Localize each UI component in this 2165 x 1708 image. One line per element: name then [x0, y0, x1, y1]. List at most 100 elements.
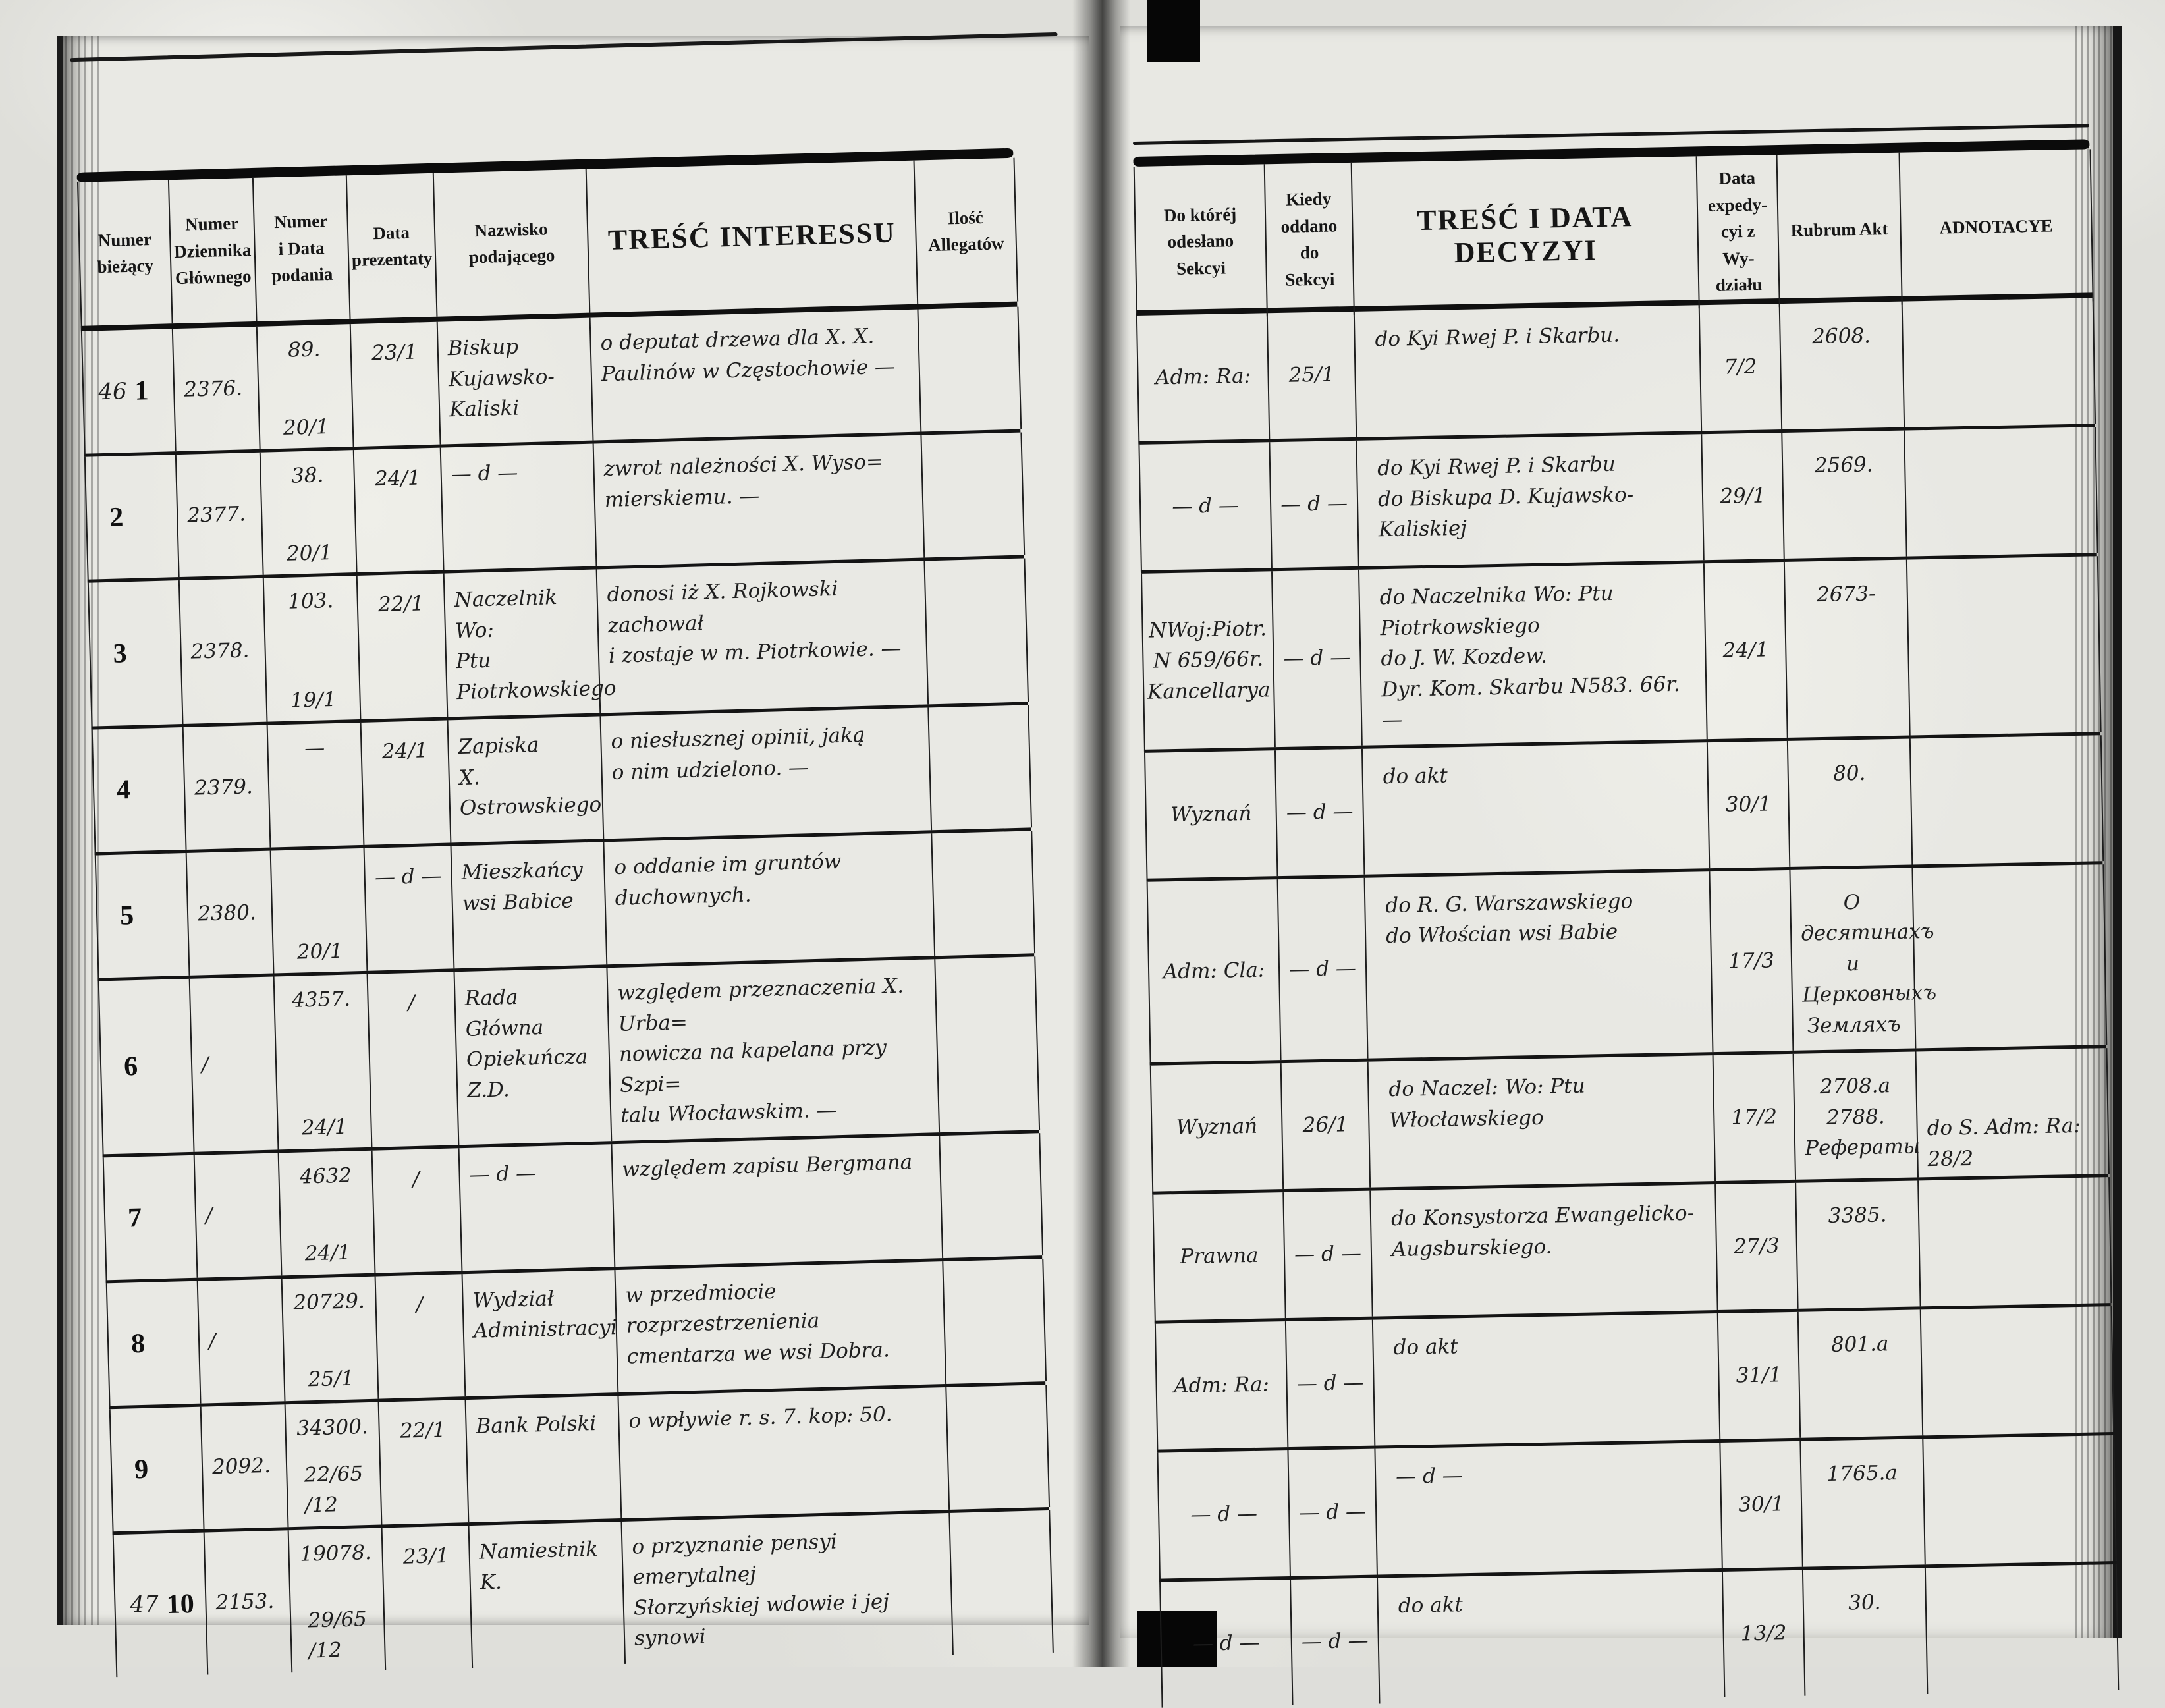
- cell-numer-i-data-podania: 4632 24/1: [279, 1150, 376, 1275]
- cell-adnotacye: [1925, 1564, 2120, 1694]
- header-tresc-interessu: TREŚĆ INTERESSU: [586, 160, 919, 313]
- cell-numer-i-data-podania: 20729. 25/1: [282, 1276, 379, 1401]
- cell-ilosc-allegatow: [943, 1258, 1047, 1384]
- cell-odeslano-sekcyi: — d —: [1161, 1579, 1294, 1708]
- cell-ilosc-allegatow: [921, 432, 1026, 558]
- cell-data-prezentaty: 24/1: [354, 447, 445, 572]
- podanie-date: 19/1: [290, 687, 337, 713]
- right-table-rows: Adm: Ra: 25/1 do Kyi Rwej P. i Skarbu. 7…: [1136, 298, 2120, 1708]
- cell-tresc-i-data-decyzyi: — d —: [1375, 1442, 1723, 1575]
- cell-adnotacye: [1913, 864, 2108, 1049]
- cell-kiedy-oddano: — d —: [1270, 440, 1359, 568]
- cell-ilosc-allegatow: [918, 306, 1022, 432]
- register-row-right: — d — — d — do akt 13/2 30.: [1159, 1564, 2120, 1708]
- podanie-number: 4357.: [291, 987, 351, 1012]
- podanie-number: 38.: [290, 463, 324, 488]
- cell-data-expedycyi: 30/1: [1707, 740, 1791, 868]
- cell-numer-i-data-podania: 19078. 29/65 /12: [288, 1527, 387, 1672]
- cell-rubrum-akt: 80.: [1788, 738, 1913, 867]
- cell-numer-i-data-podania: —: [267, 722, 365, 848]
- cell-data-expedycyi: 30/1: [1720, 1441, 1803, 1568]
- podanie-number: 19078.: [299, 1540, 372, 1566]
- cell-adnotacye: [1923, 1435, 2117, 1565]
- cell-data-prezentaty: 22/1: [379, 1399, 470, 1525]
- cell-numer-biezacy: 4: [92, 727, 187, 852]
- header-rubrum-akt: Rubrum Akt: [1777, 152, 1903, 307]
- cell-numer-dziennika: 2377.: [176, 452, 264, 578]
- row-number: 1: [134, 375, 150, 406]
- cell-tresc-interessu: zwrot należności X. Wyso= mierskiemu. —: [593, 435, 925, 566]
- cell-kiedy-oddano: — d —: [1291, 1578, 1381, 1705]
- cell-numer-i-data-podania: 20/1: [271, 848, 368, 974]
- cell-numer-dziennika: 2153.: [204, 1529, 293, 1674]
- cell-nazwisko-podajacego: Mieszkańcy wsi Babice: [451, 842, 608, 969]
- podanie-date: 22/65 /12: [304, 1461, 364, 1518]
- cell-tresc-i-data-decyzyi: do R. G. Warszawskiego do Włościan wsi B…: [1365, 871, 1714, 1059]
- cell-numer-i-data-podania: 103. 19/1: [263, 575, 362, 722]
- cell-data-prezentaty: — d —: [364, 846, 455, 971]
- cell-rubrum-akt: 2569.: [1782, 430, 1907, 559]
- header-data-prezentaty: Data prezentaty: [346, 173, 438, 319]
- cell-data-prezentaty: 23/1: [382, 1525, 474, 1670]
- cell-data-expedycyi: 7/2: [1699, 304, 1783, 431]
- row-number: 10: [166, 1588, 195, 1620]
- page-stack-edge-right: [2075, 26, 2112, 1638]
- cell-ilosc-allegatow: [925, 558, 1029, 705]
- cell-rubrum-akt: 2608.: [1780, 301, 1905, 430]
- row-number: 7: [127, 1202, 142, 1233]
- cell-kiedy-oddano: — d —: [1272, 569, 1363, 747]
- cell-numer-i-data-podania: 34300. 22/65 /12: [285, 1402, 383, 1527]
- header-do-ktorej-odeslano-sekcyi: Do któréj odesłano Sekcyi: [1134, 164, 1268, 319]
- cell-tresc-interessu: o deputat drzewa dla X. X. Paulinów w Cz…: [590, 309, 922, 441]
- register-row-right: NWoj:Piotr. N 659/66r. Kancellarya — d —…: [1141, 556, 2102, 753]
- cell-numer-dziennika: /: [190, 976, 279, 1152]
- cell-odeslano-sekcyi: Adm: Ra:: [1155, 1321, 1289, 1450]
- cell-numer-dziennika: 2380.: [186, 850, 275, 976]
- cell-adnotacye: [1902, 298, 2096, 427]
- cell-rubrum-akt: 2673-: [1784, 559, 1911, 738]
- cell-numer-biezacy: 6: [99, 978, 195, 1154]
- cell-tresc-interessu: o wpływie r. s. 7. kop: 50.: [618, 1387, 950, 1518]
- header-nazwisko-podajacego: Nazwisko podającego: [433, 169, 591, 317]
- cell-numer-biezacy: 3: [88, 580, 184, 727]
- left-table-header-row: Numer bieżący Numer Dziennika Głównego N…: [76, 157, 1019, 331]
- podanie-date: 29/65 /12: [308, 1607, 368, 1663]
- header-numer-dziennika: Numer Dziennika Głównego: [169, 177, 258, 324]
- row-number: 2: [109, 502, 124, 533]
- spine-gap-bottom: [1137, 1611, 1217, 1667]
- cell-tresc-i-data-decyzyi: do akt: [1362, 742, 1711, 875]
- podanie-date: 20/1: [283, 414, 330, 440]
- cell-data-prezentaty: 22/1: [357, 573, 449, 719]
- register-row-right: Wyznań 26/1 do Naczel: Wo: Ptu Włocławsk…: [1149, 1048, 2110, 1195]
- cell-numer-biezacy: 7: [103, 1155, 198, 1280]
- cell-odeslano-sekcyi: — d —: [1139, 442, 1273, 570]
- header-tresc-i-data-decyzyi: TREŚĆ I DATA DECYZYI: [1352, 156, 1700, 315]
- podanie-date: 20/1: [296, 939, 343, 964]
- cell-ilosc-allegatow: [946, 1384, 1051, 1510]
- cell-nazwisko-podajacego: Zapiska X. Ostrowskiego: [448, 716, 605, 843]
- register-row-right: Adm: Cla: — d — do R. G. Warszawskiego d…: [1146, 864, 2108, 1066]
- podanie-number: 89.: [287, 337, 321, 362]
- register-row-left: 9 2092. 34300. 22/65 /12 22/1 Bank Polsk…: [109, 1384, 1051, 1535]
- cell-data-expedycyi: 17/2: [1713, 1053, 1797, 1182]
- cell-numer-i-data-podania: 89. 20/1: [257, 324, 354, 449]
- left-table-rows: 46 1 2376. 89. 20/1 23/1 Biskup Kujawsko…: [80, 306, 1054, 1677]
- cell-nazwisko-podajacego: — d —: [459, 1143, 616, 1271]
- cell-adnotacye: do S. Adm: Ra: 28/2: [1916, 1048, 2110, 1178]
- podanie-date: 25/1: [308, 1366, 354, 1392]
- cell-tresc-i-data-decyzyi: do Konsystorza Ewangelicko- Augsburskieg…: [1371, 1184, 1718, 1317]
- cell-odeslano-sekcyi: Prawna: [1153, 1192, 1286, 1321]
- cell-tresc-i-data-decyzyi: do akt: [1378, 1571, 1726, 1704]
- cell-tresc-i-data-decyzyi: do Naczelnika Wo: Ptu Piotrkowskiego do …: [1359, 563, 1708, 746]
- row-number: 3: [113, 638, 128, 669]
- cell-kiedy-oddano: — d —: [1278, 877, 1369, 1061]
- register-row-left: 8 / 20729. 25/1 / Wydział Administracyi …: [105, 1258, 1047, 1409]
- header-adnotacye: ADNOTACYE: [1900, 149, 2094, 305]
- cell-rubrum-akt: 1765.a: [1801, 1439, 1926, 1567]
- cell-odeslano-sekcyi: NWoj:Piotr. N 659/66r. Kancellarya: [1142, 571, 1276, 750]
- cell-numer-i-data-podania: 38. 20/1: [260, 450, 358, 575]
- row-number: 8: [130, 1328, 146, 1359]
- register-row-right: Adm: Ra: 25/1 do Kyi Rwej P. i Skarbu. 7…: [1136, 298, 2096, 445]
- cell-adnotacye: [1905, 427, 2098, 557]
